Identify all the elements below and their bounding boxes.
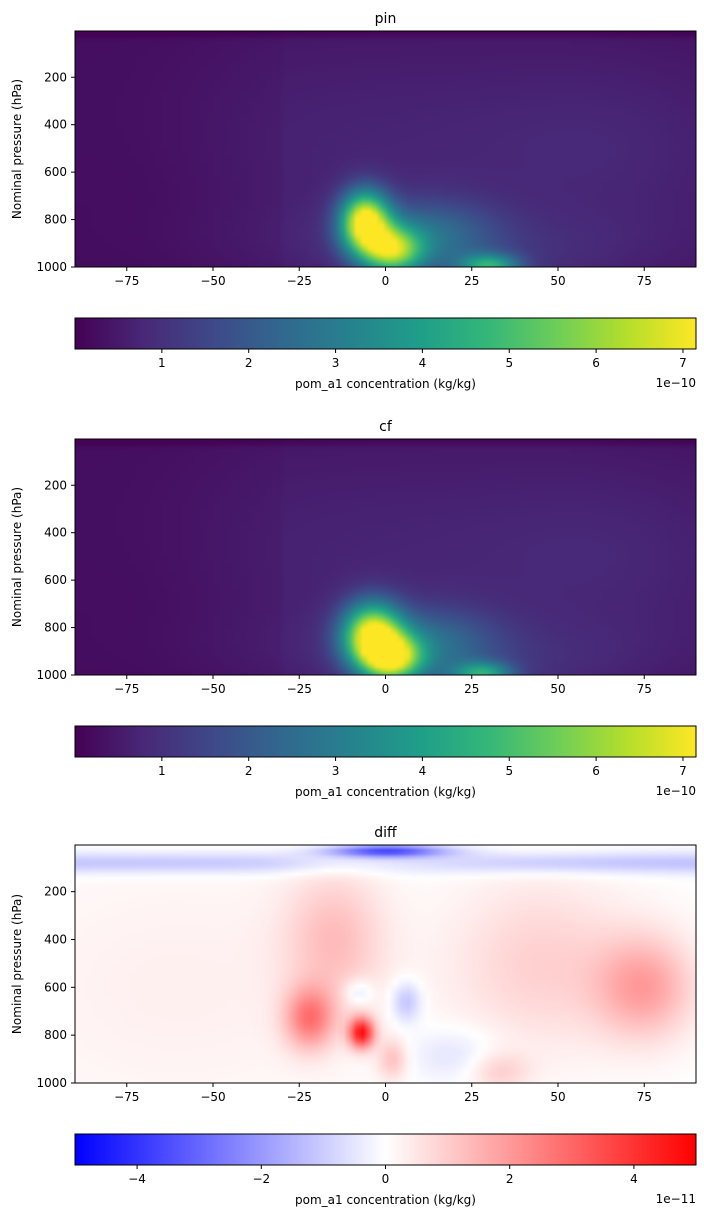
colorbar-tick-label: 3	[332, 356, 340, 370]
y-tick-label: 400	[44, 118, 67, 132]
colorbar-tick-label: 2	[506, 1172, 514, 1186]
x-tick-label: −25	[287, 274, 312, 288]
colorbar-tick-label: 1	[158, 356, 166, 370]
x-tick-label: 50	[550, 1090, 565, 1104]
y-axis-label: Nominal pressure (hPa)	[10, 894, 24, 1034]
y-tick-label: 1000	[36, 1076, 67, 1090]
x-tick-label: 0	[382, 274, 390, 288]
colorbar-tick-label: 4	[419, 356, 427, 370]
x-tick-label: −75	[114, 682, 139, 696]
colorbar-tick-label: 5	[505, 356, 513, 370]
colorbar-tick-label: 2	[245, 356, 253, 370]
heatmap-cells	[75, 31, 696, 267]
heatmap-cells	[75, 845, 696, 1083]
colorbar	[75, 318, 696, 349]
x-tick-label: −75	[114, 1090, 139, 1104]
colorbar-tick-label: 2	[245, 764, 253, 778]
colorbar-label: pom_a1 concentration (kg/kg)	[295, 377, 476, 391]
y-tick-label: 800	[44, 1028, 67, 1042]
x-tick-label: 0	[382, 1090, 390, 1104]
chart-panel-diff: diff Nominal pressure (hPa) −75 −50 −25 0 25 50…	[10, 825, 697, 1207]
x-tick-label: 50	[550, 682, 565, 696]
x-tick-label: 75	[637, 682, 652, 696]
y-tick-label: 600	[44, 980, 67, 994]
colorbar-tick-label: 5	[505, 764, 513, 778]
chart-title: pin	[375, 11, 397, 27]
x-tick-label: 25	[464, 682, 479, 696]
y-tick-label: 400	[44, 526, 67, 540]
colorbar-tick-label: 4	[419, 764, 427, 778]
x-tick-label: −75	[114, 274, 139, 288]
colorbar-offset-text: 1e−11	[656, 1192, 696, 1206]
colorbar-offset-text: 1e−10	[656, 376, 696, 390]
heatmap-cells	[75, 439, 696, 675]
colorbar-label: pom_a1 concentration (kg/kg)	[295, 1193, 476, 1207]
y-axis-label: Nominal pressure (hPa)	[10, 79, 24, 219]
colorbar-tick-label: 1	[158, 764, 166, 778]
chart-title: diff	[374, 825, 397, 841]
y-tick-label: 600	[44, 573, 67, 587]
x-tick-label: −50	[200, 682, 225, 696]
x-tick-label: 75	[637, 274, 652, 288]
colorbar	[75, 726, 696, 757]
x-tick-label: −50	[200, 1090, 225, 1104]
y-tick-label: 800	[44, 621, 67, 635]
colorbar-tick-label: 6	[592, 764, 600, 778]
colorbar-frame	[74, 725, 697, 758]
x-tick-label: 25	[464, 1090, 479, 1104]
y-tick-label: 1000	[36, 260, 67, 274]
x-tick-label: 75	[637, 1090, 652, 1104]
colorbar-tick-label: −2	[252, 1172, 270, 1186]
x-tick-label: −25	[287, 1090, 312, 1104]
y-tick-label: 800	[44, 213, 67, 227]
y-axis-label: Nominal pressure (hPa)	[10, 487, 24, 627]
y-tick-label: 200	[44, 478, 67, 492]
y-tick-label: 400	[44, 932, 67, 946]
y-tick-label: 600	[44, 165, 67, 179]
x-tick-label: 25	[464, 274, 479, 288]
colorbar-tick-label: 4	[630, 1172, 638, 1186]
y-tick-label: 200	[44, 70, 67, 84]
colorbar-tick-label: 7	[679, 356, 687, 370]
x-tick-label: −50	[200, 274, 225, 288]
x-tick-label: 50	[550, 274, 565, 288]
colorbar-tick-label: 7	[679, 764, 687, 778]
colorbar	[75, 1134, 696, 1165]
colorbar-offset-text: 1e−10	[656, 784, 696, 798]
y-tick-label: 200	[44, 885, 67, 899]
colorbar-tick-label: 3	[332, 764, 340, 778]
y-tick-label: 1000	[36, 668, 67, 682]
x-tick-label: −25	[287, 682, 312, 696]
colorbar-tick-label: 6	[592, 356, 600, 370]
colorbar-tick-label: 0	[382, 1172, 390, 1186]
colorbar-frame	[74, 317, 697, 350]
colorbar-tick-label: −4	[128, 1172, 146, 1186]
x-tick-label: 0	[382, 682, 390, 696]
chart-title: cf	[379, 419, 393, 435]
colorbar-label: pom_a1 concentration (kg/kg)	[295, 785, 476, 799]
